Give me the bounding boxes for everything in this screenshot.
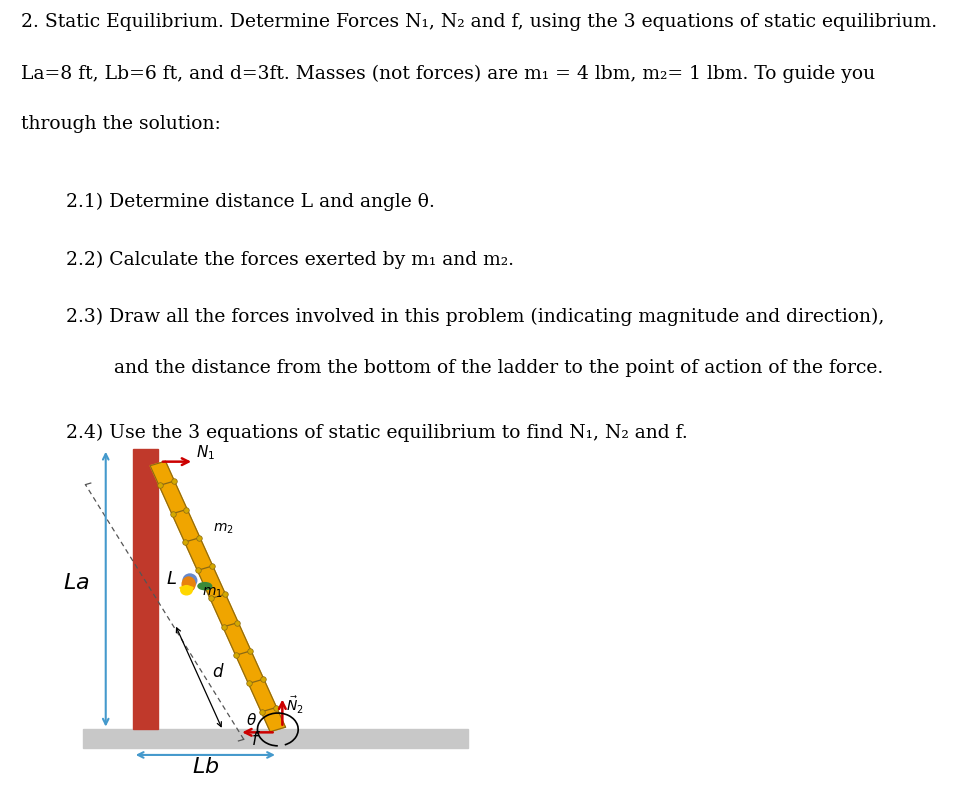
Text: $\theta$: $\theta$ (246, 712, 257, 728)
Text: 2.2) Calculate the forces exerted by m₁ and m₂.: 2.2) Calculate the forces exerted by m₁ … (66, 250, 514, 268)
Text: $N_1$: $N_1$ (196, 444, 216, 462)
Text: and the distance from the bottom of the ladder to the point of action of the for: and the distance from the bottom of the … (66, 360, 883, 377)
Text: 2.4) Use the 3 equations of static equilibrium to find N₁, N₂ and f.: 2.4) Use the 3 equations of static equil… (66, 424, 688, 442)
Text: through the solution:: through the solution: (21, 116, 220, 133)
Text: 2. Static Equilibrium. Determine Forces N₁, N₂ and f, using the 3 equations of s: 2. Static Equilibrium. Determine Forces … (21, 13, 937, 32)
Bar (83, 729, 468, 748)
Text: $f$: $f$ (251, 731, 261, 749)
Text: $L$: $L$ (166, 569, 176, 588)
Text: $d$: $d$ (213, 663, 225, 681)
Bar (133, 449, 158, 729)
Ellipse shape (182, 577, 195, 592)
Text: $\vec{N}_2$: $\vec{N}_2$ (286, 695, 304, 716)
Text: 2.3) Draw all the forces involved in this problem (indicating magnitude and dire: 2.3) Draw all the forces involved in thi… (66, 308, 885, 326)
Ellipse shape (180, 587, 193, 589)
Ellipse shape (183, 574, 196, 587)
Text: $Lb$: $Lb$ (192, 756, 219, 779)
Text: La=8 ft, Lb=6 ft, and d=3ft. Masses (not forces) are m₁ = 4 lbm, m₂= 1 lbm. To g: La=8 ft, Lb=6 ft, and d=3ft. Masses (not… (21, 64, 875, 82)
Circle shape (181, 585, 193, 595)
Text: $m_1$: $m_1$ (202, 585, 222, 600)
Ellipse shape (198, 583, 212, 589)
Text: $m_2$: $m_2$ (213, 522, 234, 536)
Text: 2.1) Determine distance L and angle θ.: 2.1) Determine distance L and angle θ. (66, 193, 435, 211)
Text: $La$: $La$ (62, 572, 89, 594)
Polygon shape (150, 461, 285, 732)
